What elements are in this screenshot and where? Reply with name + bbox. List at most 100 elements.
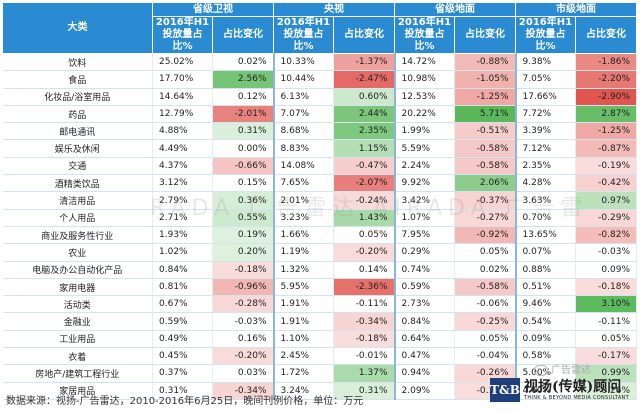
share-value-cell: 0.74% [393, 261, 455, 279]
table-row: 交通 4.37% -0.66% 14.08% -0.47% 2.24% -0.58% 2.35… [2, 157, 637, 176]
change-value-cell: 0.02% [212, 53, 274, 72]
share-value-cell: 0.49% [152, 330, 213, 349]
share-value-cell: 0.64% [393, 330, 455, 349]
share-value-cell: 3.24% [272, 382, 334, 400]
change-value-cell: -0.47% [333, 157, 395, 176]
share-value-cell: 1.72% [272, 364, 334, 383]
change-value-cell: 2.35% [333, 122, 395, 141]
table-row: 个人用品 2.71% 0.55% 3.23% 1.43% 1.07% -0.27% 0.70%… [2, 209, 637, 227]
change-value-cell: 0.99% [575, 364, 637, 383]
change-value-cell: 0.26% [575, 382, 637, 400]
change-value-cell: -0.20% [333, 243, 395, 262]
table-row: 金融业 0.59% -0.03% 1.91% -0.34% 0.84% -0.25% 0.54… [2, 312, 637, 331]
share-value-cell: 2.79% [152, 191, 213, 210]
share-value-cell: 2.45% [272, 347, 334, 366]
change-value-cell: 0.02% [454, 261, 516, 279]
share-value-cell: 0.07% [514, 243, 576, 262]
table-row: 食品 17.70% 2.56% 10.44% -2.47% 10.98% -1.05% 7.0… [2, 70, 637, 89]
share-value-cell: 7.65% [272, 174, 334, 193]
change-value-cell: 3.10% [575, 295, 637, 314]
share-value-cell: 4.49% [152, 139, 213, 158]
share-value-cell: 0.29% [393, 243, 455, 262]
category-cell: 房地产/建筑工程行业 [2, 364, 153, 383]
share-value-cell: 0.59% [393, 278, 455, 297]
change-value-cell: -0.25% [454, 312, 516, 331]
share-value-cell: 7.07% [272, 105, 334, 124]
change-value-cell: 1.37% [333, 364, 395, 383]
share-value-cell: 8.83% [272, 139, 334, 158]
share-col-header: 2016年H1 投放量占比% [515, 16, 576, 54]
table-row: 工业用品 0.49% 0.16% 1.10% -0.18% 0.64% 0.05% 0.09%… [2, 330, 637, 349]
change-value-cell: -1.05% [454, 70, 516, 89]
change-value-cell: -0.19% [575, 157, 637, 176]
table-row: 电脑及办公自动化产品 0.84% -0.18% 1.32% 0.14% 0.74% 0.02… [2, 261, 637, 279]
share-value-cell: 7.95% [393, 226, 455, 245]
share-value-cell: 3.42% [393, 191, 455, 210]
change-value-cell: -0.34% [333, 312, 395, 331]
share-value-cell: 2.35% [514, 157, 576, 176]
share-value-cell: 9.92% [393, 174, 455, 193]
change-value-cell: -0.37% [454, 191, 516, 210]
change-value-cell: -0.01% [333, 347, 395, 366]
share-value-cell: 7.12% [514, 139, 576, 158]
share-value-cell: 9.46% [514, 295, 576, 314]
share-value-cell: 2.71% [152, 209, 213, 227]
share-value-cell: 14.72% [393, 53, 455, 72]
share-col-header: 2016年H1 投放量占比% [273, 16, 334, 54]
category-cell: 个人用品 [2, 209, 153, 227]
category-cell: 饮料 [2, 53, 153, 72]
change-value-cell: -0.03% [575, 243, 637, 262]
category-cell: 娱乐及休闲 [2, 139, 153, 158]
wechat-badge: 广告雷达 [534, 361, 591, 376]
change-value-cell: 0.09% [575, 261, 637, 279]
share-value-cell: 4.28% [514, 174, 576, 193]
change-value-cell: -0.88% [454, 53, 516, 72]
share-value-cell: 3.12% [152, 174, 213, 193]
share-value-cell: 7.05% [514, 70, 576, 89]
change-value-cell: 1.15% [333, 139, 395, 158]
share-value-cell: 1.02% [152, 243, 213, 262]
category-cell: 交通 [2, 157, 153, 176]
share-value-cell: 5.95% [272, 278, 334, 297]
share-value-cell: 2.01% [272, 191, 334, 210]
change-value-cell: -1.25% [454, 88, 516, 106]
change-value-cell: -0.18% [212, 261, 274, 279]
share-value-cell: 0.94% [393, 364, 455, 383]
change-col-header: 占比变化 [575, 16, 637, 54]
change-value-cell: 2.06% [454, 174, 516, 193]
table-row: 活动类 0.67% -0.28% 1.91% -0.11% 2.73% -0.06% 9.46… [2, 295, 637, 314]
share-value-cell: 1.07% [393, 209, 455, 227]
category-cell: 金融业 [2, 312, 153, 331]
change-value-cell: -0.18% [333, 330, 395, 349]
change-value-cell: 0.03% [212, 364, 274, 383]
category-cell: 药品 [2, 105, 153, 124]
logo-chinese-name: 视扬(传媒)顾问 [524, 379, 622, 395]
share-value-cell: 17.66% [514, 88, 576, 106]
table-row: 化妆品/浴室用品 14.64% 0.12% 6.13% 0.60% 12.53% -1.25… [2, 88, 637, 106]
category-cell: 农业 [2, 243, 153, 262]
share-value-cell: 2.73% [393, 295, 455, 314]
share-value-cell: 1.10% [272, 330, 334, 349]
change-value-cell: 0.05% [454, 243, 516, 262]
change-value-cell: -0.03% [212, 312, 274, 331]
change-value-cell: 0.60% [333, 88, 395, 106]
table-row: 娱乐及休闲 4.49% 0.00% 8.83% 1.15% 5.59% -0.58% 7.12… [2, 139, 637, 158]
category-cell: 衣着 [2, 347, 153, 366]
change-col-header: 占比变化 [333, 16, 395, 54]
table-row: 农业 1.02% 0.20% 1.19% -0.20% 0.29% 0.05% 0.07% -0… [2, 243, 637, 262]
share-value-cell: 7.72% [514, 105, 576, 124]
logo-mark: T&B [490, 378, 520, 402]
media-share-table: 大类 省级卫视 央视 省级地面 市级地面 2016年H1 投放量占比% 占比变化 2… [2, 2, 637, 400]
change-value-cell: 0.19% [212, 226, 274, 245]
change-value-cell: 0.05% [454, 330, 516, 349]
table-body: 饮料 25.02% 0.02% 10.33% -1.37% 14.72% -0.88% 9.3… [2, 53, 637, 400]
share-value-cell: 0.88% [514, 261, 576, 279]
change-value-cell: 0.16% [212, 330, 274, 349]
share-value-cell: 5.59% [393, 139, 455, 158]
change-value-cell: 0.31% [212, 122, 274, 141]
change-value-cell: 0.55% [212, 209, 274, 227]
share-value-cell: 10.44% [272, 70, 334, 89]
group-header-provincial-satellite: 省级卫视 [152, 2, 274, 17]
table-row: 酒精类饮品 3.12% 0.15% 7.65% -2.07% 9.92% 2.06% 4.28… [2, 174, 637, 193]
table-row: 清洁用品 2.79% 0.36% 2.01% -0.24% 3.42% -0.37% 3.63… [2, 191, 637, 210]
